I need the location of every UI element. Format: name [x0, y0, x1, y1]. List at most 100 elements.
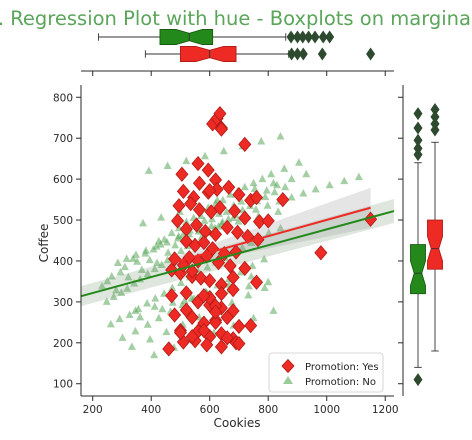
data-point-yes	[220, 219, 234, 236]
data-point-no	[154, 313, 163, 322]
data-point-no	[236, 267, 245, 276]
confidence-band-yes	[171, 187, 371, 269]
data-point-no	[251, 205, 260, 213]
data-point-no	[143, 269, 152, 278]
x-axis-label: Cookies	[214, 416, 261, 430]
top-box-yes-outlier	[287, 47, 297, 61]
data-point-no	[219, 146, 228, 155]
top-marginal	[81, 29, 394, 76]
data-point-no	[203, 263, 212, 271]
data-point-no	[180, 296, 189, 305]
data-point-no	[144, 166, 153, 174]
top-box-yes-outlier	[298, 47, 308, 61]
data-point-yes	[194, 270, 208, 286]
data-point-no	[247, 272, 256, 280]
data-point-yes	[261, 213, 275, 229]
y-tick-label: 400	[53, 256, 73, 268]
top-box-yes-box	[180, 46, 237, 62]
data-point-no	[234, 217, 243, 225]
data-point-no	[127, 342, 136, 350]
y-tick-label: 600	[53, 174, 73, 186]
data-point-no	[152, 242, 161, 250]
legend: Promotion: Yes Promotion: No	[268, 352, 384, 393]
data-point-no	[302, 169, 311, 178]
legend-triangle-icon	[283, 376, 293, 384]
data-point-no	[244, 281, 253, 290]
data-point-no	[274, 207, 283, 215]
data-point-no	[270, 187, 279, 196]
data-point-yes	[249, 274, 264, 290]
data-point-no	[272, 180, 281, 189]
data-point-no	[137, 265, 146, 273]
data-point-no	[171, 240, 180, 249]
data-point-yes	[197, 288, 211, 304]
right-box-no-outlier	[413, 141, 423, 155]
data-point-no	[157, 213, 166, 221]
data-point-no	[120, 262, 129, 271]
data-point-no	[162, 327, 171, 336]
data-point-no	[244, 290, 253, 299]
data-point-yes	[179, 302, 193, 318]
data-point-yes	[223, 258, 237, 274]
data-point-yes	[220, 330, 234, 346]
data-point-no	[102, 297, 111, 305]
data-point-no	[207, 221, 216, 230]
legend-frame	[268, 352, 384, 393]
main-plot	[80, 106, 395, 359]
data-point-no	[208, 214, 217, 223]
top-box-no-outlier	[298, 30, 308, 44]
top-box-yes-outlier	[317, 47, 327, 61]
top-box-no-outlier	[304, 30, 314, 44]
data-point-no	[276, 223, 285, 232]
right-box-no-outlier	[413, 121, 423, 135]
data-point-no	[299, 188, 308, 197]
right-box-no-outlier	[413, 373, 423, 387]
data-point-no	[281, 182, 290, 191]
data-point-no	[247, 238, 256, 246]
data-point-no	[263, 201, 272, 209]
data-point-no	[151, 294, 160, 302]
data-point-yes	[168, 307, 182, 323]
data-point-no	[201, 151, 210, 160]
data-point-no	[112, 285, 121, 294]
data-point-no	[123, 284, 132, 292]
chart-title: 5. Regression Plot with hue - Boxplots o…	[0, 7, 472, 30]
data-point-no	[269, 178, 278, 187]
data-point-no	[106, 319, 115, 328]
data-point-no	[287, 174, 296, 183]
y-tick-label: 800	[53, 92, 73, 104]
top-box-no-outlier	[286, 30, 296, 44]
data-point-no	[174, 233, 183, 242]
data-point-yes	[185, 329, 199, 345]
data-point-no	[103, 276, 112, 285]
y-tick-label: 100	[53, 379, 73, 391]
data-point-no	[168, 283, 177, 291]
y-tick-label: 300	[53, 297, 73, 309]
data-point-no	[287, 193, 296, 201]
regression-line-yes	[171, 206, 371, 264]
data-point-no	[325, 180, 334, 189]
data-point-no	[249, 178, 258, 187]
top-box-no-outlier	[318, 30, 328, 44]
data-point-yes	[173, 324, 187, 341]
data-point-no	[131, 306, 140, 314]
data-point-yes	[172, 198, 186, 214]
data-point-no	[129, 254, 138, 262]
data-point-no	[267, 169, 276, 178]
data-point-no	[115, 314, 124, 323]
data-point-no	[164, 248, 173, 256]
data-point-no	[262, 186, 271, 194]
data-point-no	[131, 250, 140, 258]
data-point-yes	[162, 341, 176, 357]
right-box-yes-outlier	[430, 110, 440, 124]
data-point-no	[182, 156, 191, 165]
top-box-no-outlier	[325, 30, 335, 44]
data-point-yes	[171, 213, 185, 229]
data-point-no	[214, 222, 223, 230]
data-point-no	[226, 190, 235, 198]
data-point-no	[311, 184, 320, 193]
x-tick-label: 1200	[372, 404, 399, 416]
data-point-no	[177, 278, 186, 287]
data-point-yes	[197, 322, 211, 339]
data-point-no	[200, 216, 209, 224]
